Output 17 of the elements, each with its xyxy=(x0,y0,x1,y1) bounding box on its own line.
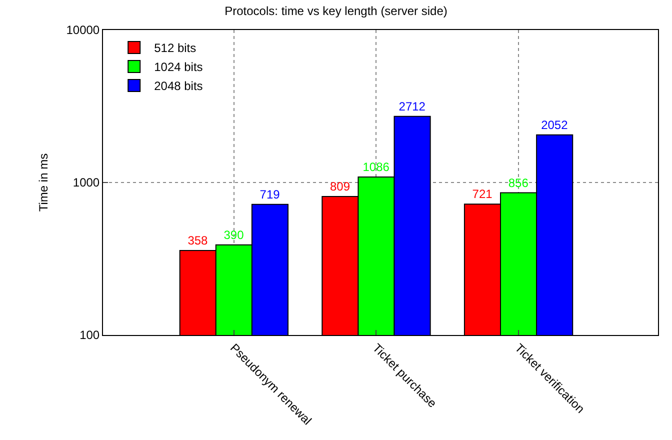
data-label: 856 xyxy=(508,176,529,190)
legend-label: 1024 bits xyxy=(154,60,203,74)
data-label: 358 xyxy=(188,234,208,248)
y-tick-label: 1000 xyxy=(72,176,100,190)
legend-label: 512 bits xyxy=(154,41,196,56)
y-axis-title: Time in ms xyxy=(36,153,51,212)
chart-title: Protocols: time vs key length (server side) xyxy=(224,4,448,18)
data-label: 390 xyxy=(224,228,244,242)
y-tick-label: 100 xyxy=(80,328,100,342)
data-label: 2712 xyxy=(398,99,426,114)
data-label: 809 xyxy=(330,180,350,194)
data-label: 1086 xyxy=(362,160,390,174)
legend-label: 2048 bits xyxy=(154,79,203,94)
y-tick-label: 10000 xyxy=(66,23,100,38)
data-label: 2052 xyxy=(541,118,568,132)
data-label: 719 xyxy=(260,187,280,202)
data-label: 721 xyxy=(472,187,493,202)
